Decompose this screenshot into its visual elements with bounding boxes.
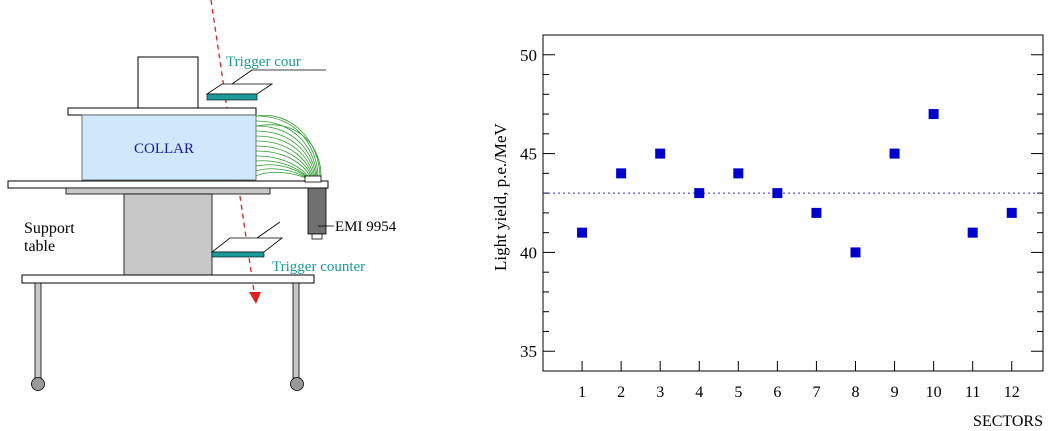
- collar-label: COLLAR: [134, 141, 194, 157]
- beam-arrow-head: [249, 292, 261, 304]
- pmt-base: [311, 233, 323, 240]
- data-point: [577, 227, 588, 238]
- y-tick-label: 45: [520, 145, 537, 164]
- y-tick-label: 40: [520, 243, 537, 262]
- x-tick-label: 11: [965, 384, 980, 401]
- trigger-top-label: Trigger cour: [226, 54, 301, 70]
- setup-diagram: COLLAR Trigger cour EMI 9954 Support tab…: [7, 0, 397, 391]
- data-point: [928, 109, 939, 120]
- lower-table-top: [21, 274, 315, 284]
- x-tick-label: 8: [852, 384, 860, 401]
- x-tick-label: 1: [578, 384, 586, 401]
- data-points: [577, 109, 1017, 258]
- data-point: [733, 168, 744, 179]
- x-tick-label: 9: [891, 384, 899, 401]
- fiber-bundle: [255, 114, 322, 179]
- data-point: [967, 227, 978, 238]
- trigger-top-leader: [231, 69, 253, 85]
- x-tick-labels: 1 2 3 4 5 6 7 8 9 10 11 12: [578, 384, 1020, 401]
- y-axis-label: Light yield, p.e./MeV: [491, 122, 510, 271]
- data-point: [1006, 207, 1017, 218]
- x-tick-label: 3: [656, 384, 664, 401]
- trigger-counter-top-edge: [206, 93, 258, 101]
- data-point: [616, 168, 627, 179]
- x-tick-label: 4: [695, 384, 703, 401]
- x-tick-label: 7: [812, 384, 820, 401]
- data-point: [694, 188, 705, 199]
- pmt-label: EMI 9954: [335, 219, 397, 235]
- support-column: [123, 193, 213, 276]
- trigger-bottom-label: Trigger counter: [272, 259, 365, 275]
- x-tick-label: 6: [773, 384, 781, 401]
- data-point: [889, 148, 900, 159]
- trigger-counter-bottom-edge: [211, 251, 265, 258]
- pmt-cap: [304, 175, 322, 183]
- data-point: [850, 247, 861, 258]
- y-tick-label: 50: [520, 46, 537, 65]
- support-label-line2: table: [24, 238, 55, 255]
- support-label-line1: Support: [24, 220, 75, 237]
- data-point: [811, 207, 822, 218]
- collar-box: [81, 114, 257, 181]
- tick-marks: [543, 34, 1043, 372]
- wheel-left: [31, 377, 45, 391]
- data-point: [655, 148, 666, 159]
- x-tick-label: 5: [734, 384, 742, 401]
- data-point: [772, 188, 783, 199]
- x-tick-label: 10: [926, 384, 942, 401]
- y-tick-label: 35: [520, 342, 537, 361]
- trigger-bottom-leader: [256, 221, 281, 239]
- wheel-right: [290, 377, 304, 391]
- y-tick-labels: 35 40 45 50: [520, 46, 537, 361]
- plot-frame: [542, 34, 1044, 372]
- x-tick-label: 12: [1004, 384, 1020, 401]
- x-axis-label: SECTORS: [973, 413, 1043, 430]
- x-tick-label: 2: [617, 384, 625, 401]
